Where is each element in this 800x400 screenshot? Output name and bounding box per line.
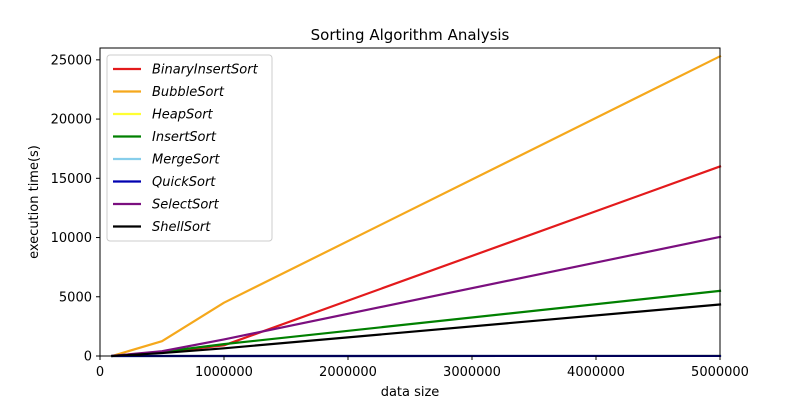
x-tick-label: 0: [96, 365, 104, 380]
x-axis-title: data size: [381, 385, 440, 400]
series-line-shellsort: [111, 303, 722, 358]
y-tick-label: 0: [84, 350, 92, 365]
legend-label-bubblesort: BubbleSort: [152, 85, 225, 100]
plot-frame: [99, 47, 721, 357]
legend-label-quicksort: QuickSort: [152, 175, 216, 190]
legend-label-shellsort: ShellSort: [152, 220, 211, 235]
y-tick-label: 20000: [51, 113, 92, 128]
legend-label-binaryinsertsort: BinaryInsertSort: [152, 63, 259, 78]
legend-label-mergesort: MergeSort: [152, 153, 220, 168]
legend-label-insertsort: InsertSort: [152, 130, 217, 145]
legend-box: [106, 54, 273, 242]
y-tick-label: 5000: [59, 290, 92, 305]
y-axis-title: execution time(s): [27, 145, 42, 259]
x-tick-label: 5000000: [691, 365, 749, 380]
legend-label-selectsort: SelectSort: [152, 198, 220, 213]
y-tick-label: 15000: [51, 172, 92, 187]
series-line-selectsort: [111, 235, 722, 358]
x-tick-label: 2000000: [319, 365, 377, 380]
x-tick-label: 4000000: [567, 365, 625, 380]
y-tick-label: 10000: [51, 231, 92, 246]
x-tick-label: 1000000: [195, 365, 253, 380]
chart-title: Sorting Algorithm Analysis: [311, 26, 510, 44]
x-tick-label: 3000000: [443, 365, 501, 380]
legend: BinaryInsertSort BubbleSort HeapSort Insert…: [106, 54, 273, 242]
series-line-bubblesort: [111, 54, 722, 358]
axes-layer: 0 1000000 2000000 3000000 4000000 5000000 0 500…: [51, 47, 749, 380]
legend-label-heapsort: HeapSort: [152, 108, 214, 123]
y-tick-label: 25000: [51, 53, 92, 68]
